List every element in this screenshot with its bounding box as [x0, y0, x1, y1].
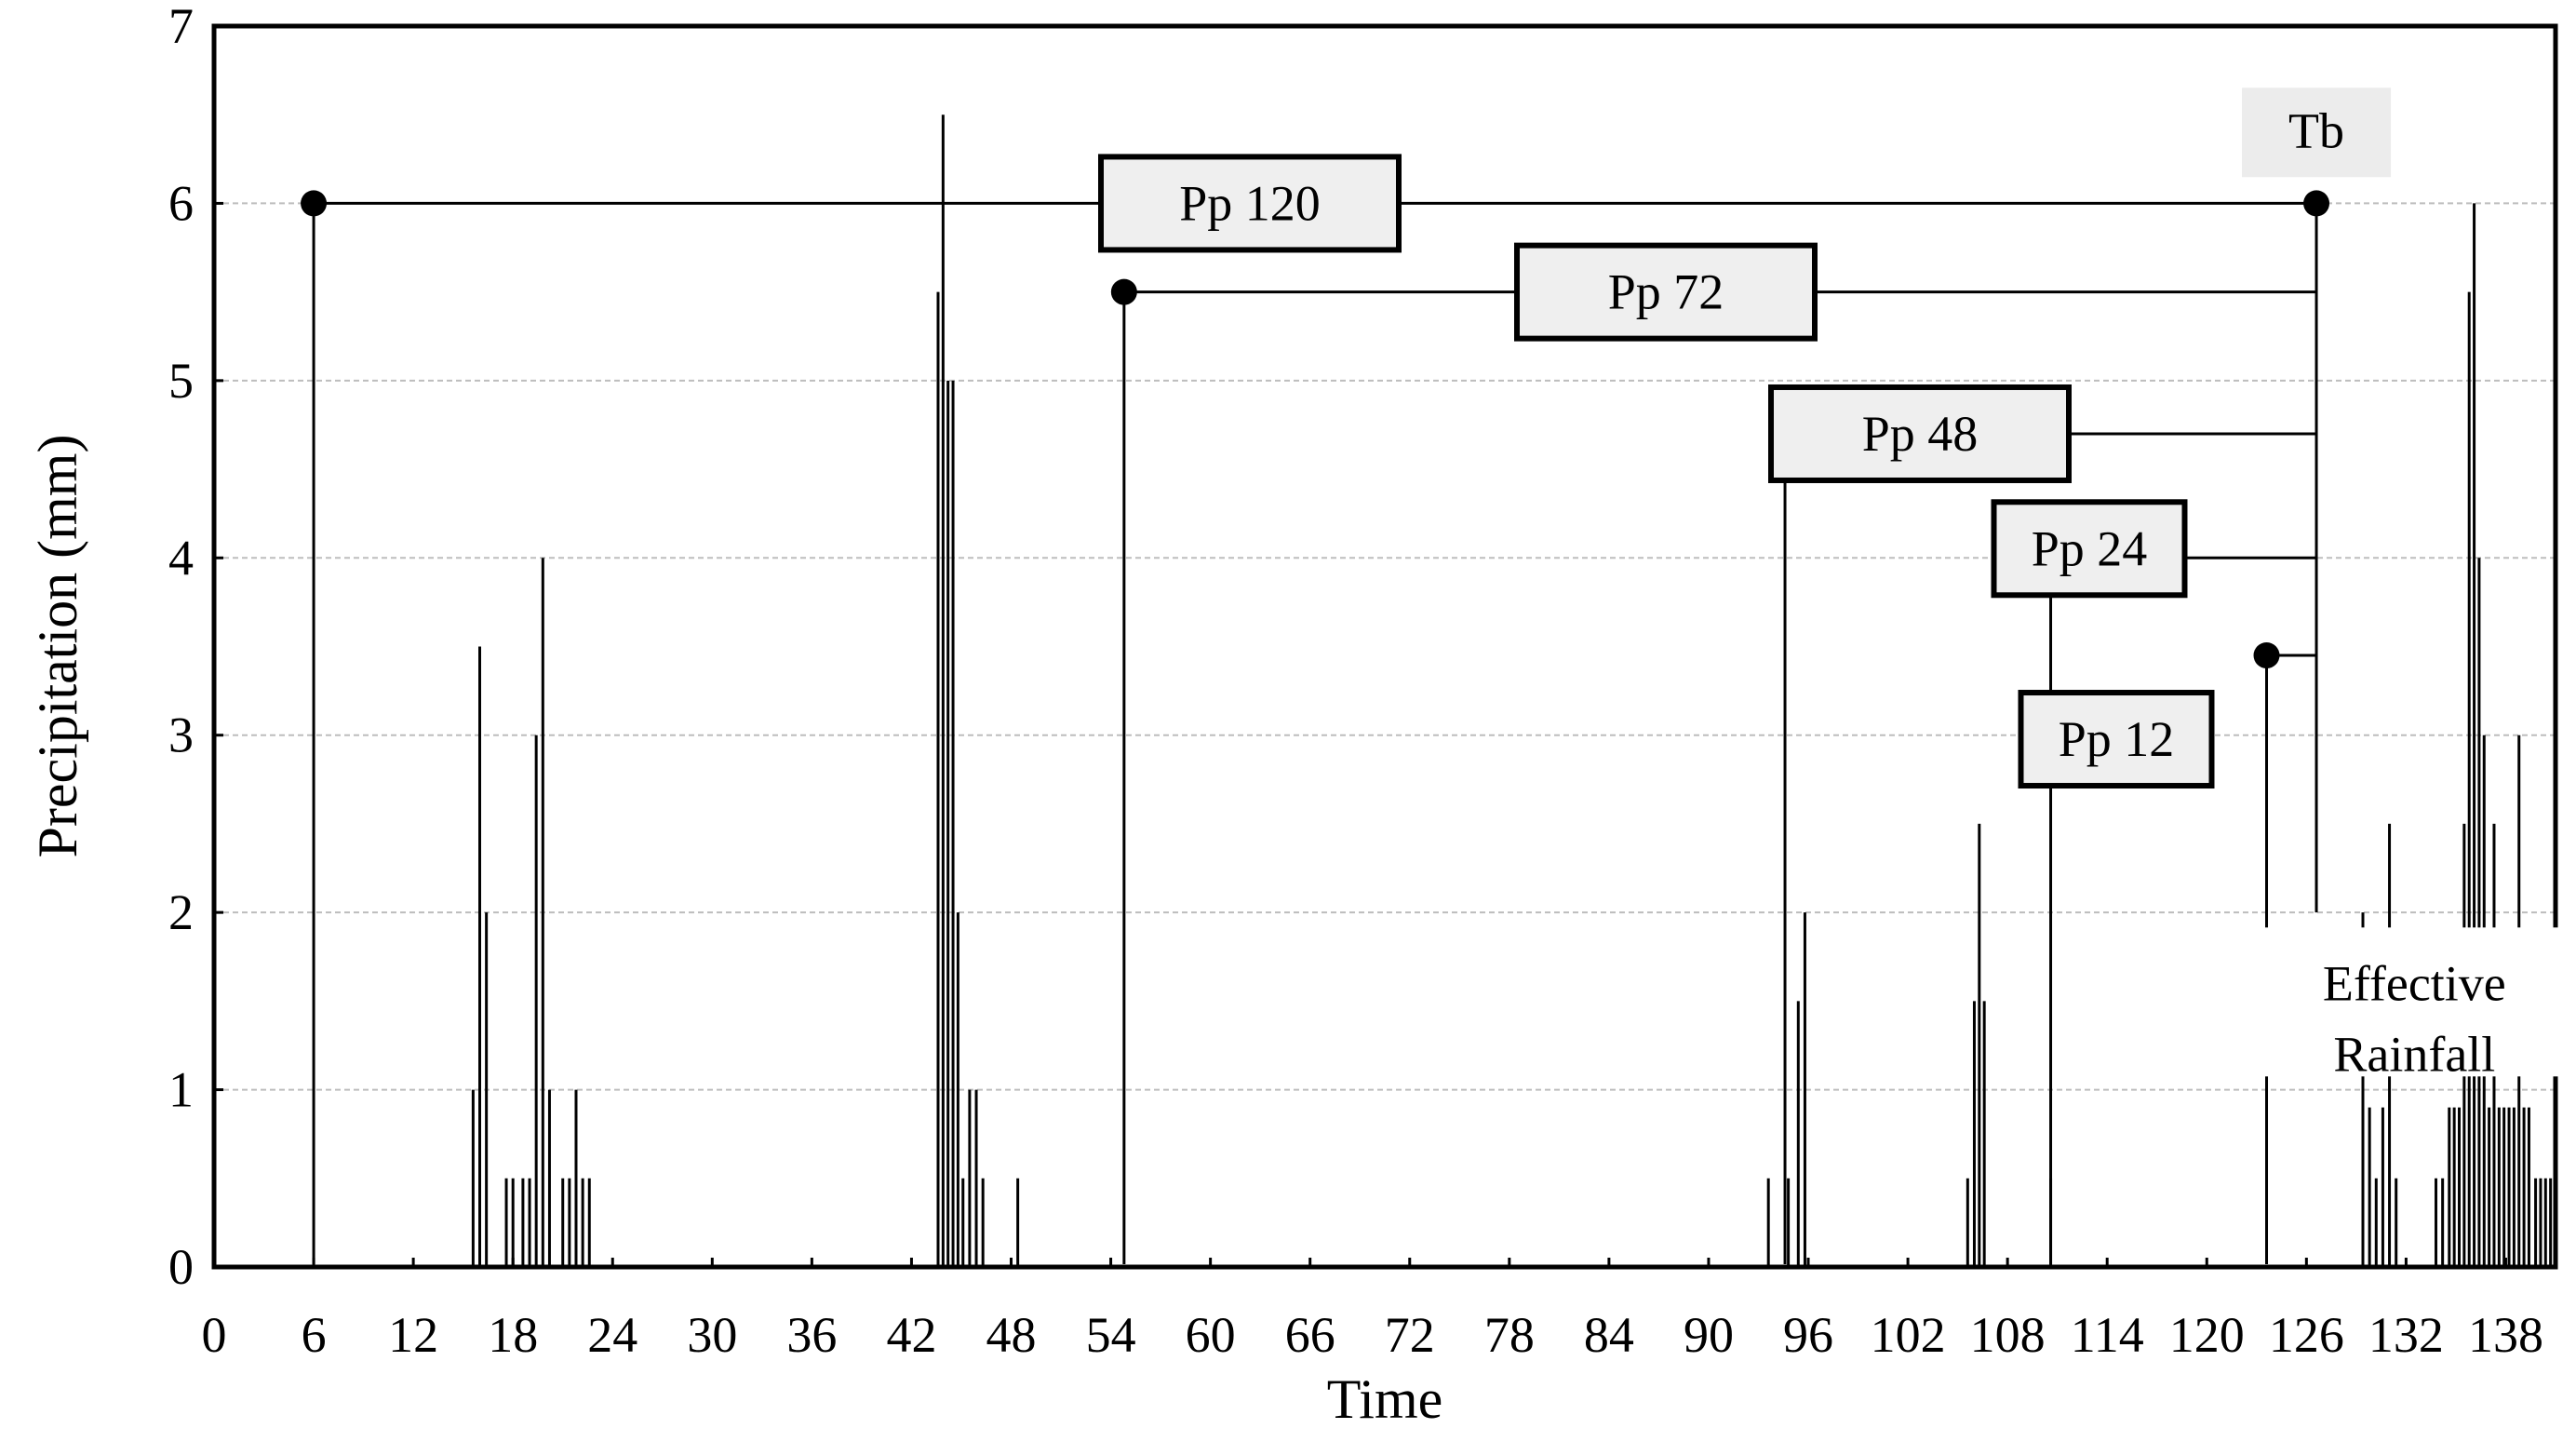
tb-label-bg [2242, 88, 2392, 178]
x-tick-label: 24 [587, 1307, 637, 1363]
x-tick-label: 60 [1186, 1307, 1236, 1363]
y-tick-label: 5 [168, 353, 194, 409]
y-tick-label: 0 [168, 1239, 194, 1295]
tb-dot [2303, 190, 2330, 217]
y-tick-label: 1 [168, 1062, 194, 1118]
y-tick-label: 4 [168, 530, 194, 586]
bracket-start-dot [2253, 642, 2280, 669]
y-tick-label: 7 [168, 0, 194, 54]
bracket-label-box [1768, 384, 2072, 483]
bracket-label: Pp 72 [1608, 264, 1724, 320]
x-tick-label: 90 [1684, 1307, 1734, 1363]
x-tick-label: 48 [986, 1307, 1037, 1363]
x-tick-label: 18 [488, 1307, 538, 1363]
x-tick-label: 126 [2269, 1307, 2344, 1363]
x-tick-label: 54 [1086, 1307, 1136, 1363]
bracket-start-dot [301, 190, 328, 217]
bracket-label: Pp 48 [1862, 406, 1979, 462]
x-tick-label: 72 [1385, 1307, 1435, 1363]
x-tick-label: 120 [2169, 1307, 2245, 1363]
x-tick-label: 36 [786, 1307, 837, 1363]
bracket-label-box [2018, 690, 2215, 789]
bracket-label: Pp 12 [2059, 711, 2175, 767]
x-tick-label: 78 [1484, 1307, 1535, 1363]
x-tick-label: 96 [1783, 1307, 1833, 1363]
x-tick-label: 102 [1871, 1307, 1946, 1363]
x-tick-label: 0 [202, 1307, 227, 1363]
bracket-label: Pp 24 [2032, 520, 2148, 576]
period-brackets: Pp 120 Pp 72 Pp 48 Pp 24 Pp 12 [301, 154, 2330, 1264]
y-tick-label: 6 [168, 175, 194, 231]
x-tick-label: 30 [687, 1307, 737, 1363]
bracket-label: Pp 120 [1179, 175, 1321, 231]
y-tick-label: 3 [168, 708, 194, 763]
bracket-label-box [1991, 499, 2188, 599]
effective-rainfall-label: Rainfall [2333, 1026, 2495, 1082]
x-axis-title: Time [1327, 1368, 1443, 1430]
x-tick-label: 114 [2071, 1307, 2144, 1363]
bracket-start-dot [1110, 278, 1137, 305]
bracket-label-box [1514, 242, 1818, 342]
x-tick-label: 138 [2468, 1307, 2543, 1363]
precipitation-bars [471, 115, 2557, 1267]
effective-rainfall-label: Effective [2323, 955, 2506, 1011]
x-tick-label: 12 [388, 1307, 438, 1363]
y-axis-ticks: 0 1 2 3 4 5 6 7 [168, 0, 223, 1295]
bracket-label-box [1098, 154, 1402, 253]
x-tick-label: 42 [886, 1307, 936, 1363]
x-tick-label: 132 [2368, 1307, 2444, 1363]
annotations: Tb Effective Rainfall [2228, 88, 2576, 1082]
x-tick-label: 66 [1285, 1307, 1335, 1363]
x-tick-label: 84 [1584, 1307, 1634, 1363]
tb-label: Tb [2288, 102, 2344, 158]
x-tick-label: 6 [302, 1307, 327, 1363]
y-axis-title: Precipitation (mm) [27, 435, 88, 858]
plot-frame [211, 23, 2558, 1270]
x-tick-label: 108 [1970, 1307, 2046, 1363]
x-axis-ticks: 0 6 12 18 24 30 36 42 48 54 60 66 72 78 84 90 96 102 108 11… [202, 1258, 2543, 1363]
y-tick-label: 2 [168, 884, 194, 940]
effective-rainfall-bg [2228, 927, 2576, 1077]
gridlines [214, 202, 2556, 1091]
